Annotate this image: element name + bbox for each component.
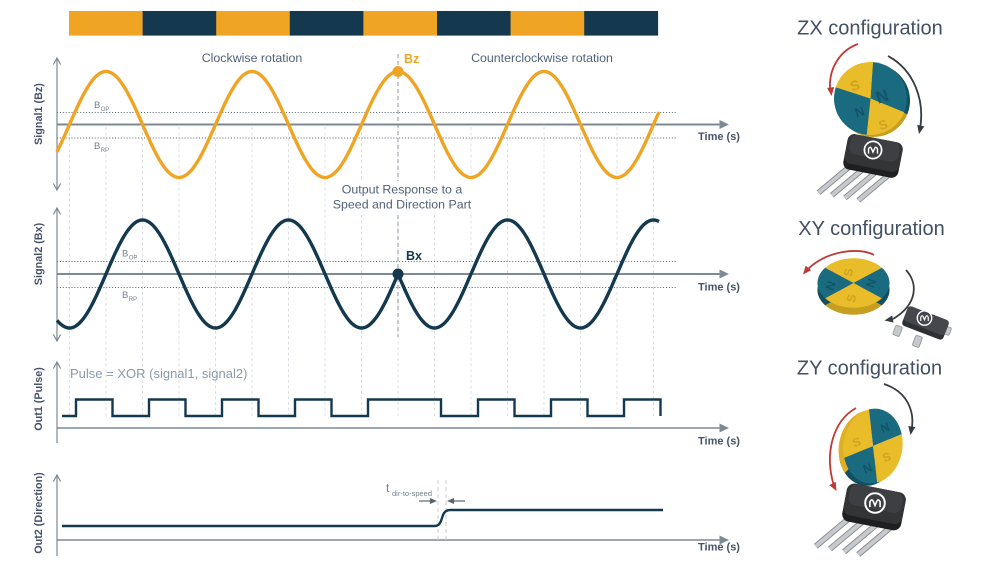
svg-text:Time (s): Time (s) [698, 131, 740, 143]
svg-text:Clockwise rotation: Clockwise rotation [202, 51, 303, 65]
svg-text:S: S [844, 293, 859, 303]
svg-text:ZX configuration: ZX configuration [797, 18, 943, 40]
svg-text:Speed and Direction Part: Speed and Direction Part [333, 198, 472, 212]
svg-text:B: B [94, 100, 100, 111]
svg-text:Time (s): Time (s) [698, 436, 740, 448]
svg-text:XY configuration: XY configuration [798, 218, 944, 240]
svg-text:RP: RP [101, 148, 109, 154]
svg-text:N: N [853, 103, 867, 120]
svg-text:S: S [841, 267, 856, 277]
svg-text:RP: RP [129, 297, 137, 303]
svg-text:B: B [122, 249, 128, 260]
svg-text:Time (s): Time (s) [698, 542, 740, 554]
svg-text:dir-to-speed: dir-to-speed [392, 489, 432, 498]
svg-text:t: t [386, 481, 390, 495]
svg-text:ZY configuration: ZY configuration [797, 358, 942, 380]
svg-text:Pulse = XOR (signal1, signal2): Pulse = XOR (signal1, signal2) [70, 366, 247, 381]
svg-text:OP: OP [101, 107, 110, 113]
svg-text:Bx: Bx [406, 249, 422, 263]
svg-text:B: B [94, 141, 100, 152]
svg-text:OP: OP [129, 255, 138, 261]
svg-text:Out1 (Pulse): Out1 (Pulse) [33, 367, 45, 431]
svg-text:Counterclockwise rotation: Counterclockwise rotation [471, 51, 613, 65]
svg-text:Signal2 (Bx): Signal2 (Bx) [33, 222, 45, 285]
svg-text:N: N [874, 86, 892, 108]
svg-text:Output Response to a: Output Response to a [342, 183, 463, 197]
svg-text:Time (s): Time (s) [698, 282, 740, 294]
svg-text:Bz: Bz [404, 52, 419, 66]
svg-text:B: B [122, 290, 128, 301]
svg-text:Out2 (Direction): Out2 (Direction) [33, 472, 45, 554]
svg-text:Signal1 (Bz): Signal1 (Bz) [33, 83, 45, 145]
